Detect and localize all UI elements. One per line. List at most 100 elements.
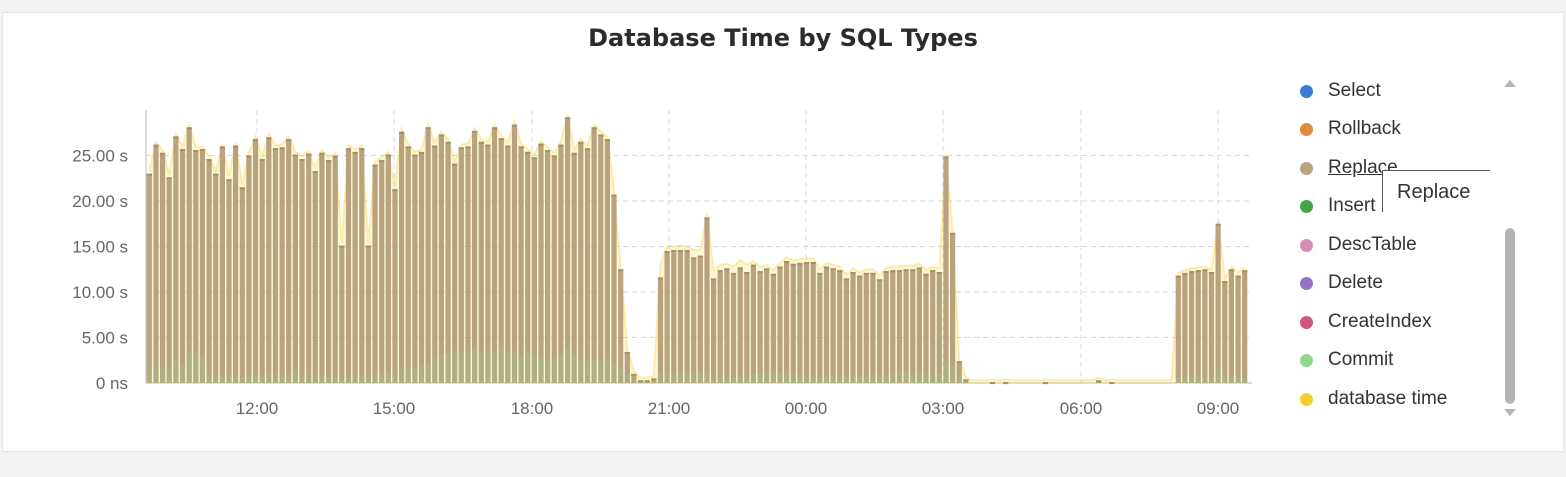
commit-bar bbox=[206, 374, 212, 383]
replace-bar bbox=[737, 267, 743, 383]
replace-bar-cap bbox=[803, 262, 810, 264]
commit-bar bbox=[717, 377, 723, 383]
replace-bar bbox=[365, 245, 371, 383]
replace-bar bbox=[339, 245, 345, 383]
legend-label: Select bbox=[1328, 80, 1381, 101]
replace-bar-cap bbox=[724, 268, 730, 271]
replace-bar-cap bbox=[910, 269, 916, 272]
legend-item-insert[interactable]: Insert bbox=[1300, 191, 1376, 221]
commit-bar bbox=[1215, 367, 1221, 383]
replace-bar-cap bbox=[923, 273, 929, 276]
replace-bar-cap bbox=[538, 143, 544, 146]
replace-bar-cap bbox=[465, 146, 471, 149]
commit-bar bbox=[312, 375, 318, 383]
commit-bar bbox=[857, 375, 863, 383]
replace-bar bbox=[425, 127, 431, 383]
replace-bar bbox=[392, 189, 398, 383]
commit-bar bbox=[458, 353, 464, 383]
replace-bar bbox=[604, 139, 610, 383]
commit-bar bbox=[883, 374, 889, 383]
replace-bar-cap bbox=[173, 136, 179, 139]
replace-bar-cap bbox=[810, 262, 816, 264]
replace-bar-cap bbox=[233, 145, 239, 148]
replace-bar bbox=[452, 163, 458, 383]
commit-bar bbox=[213, 375, 219, 383]
commit-bar bbox=[199, 355, 205, 383]
replace-bar-cap bbox=[272, 148, 279, 151]
replace-bar bbox=[618, 269, 624, 384]
commit-bar bbox=[837, 375, 843, 383]
replace-bar bbox=[266, 137, 272, 383]
replace-bar bbox=[345, 148, 352, 383]
replace-bar bbox=[399, 131, 405, 383]
replace-bar-cap bbox=[472, 130, 478, 133]
commit-bar bbox=[903, 371, 909, 383]
replace-bar bbox=[711, 278, 717, 383]
y-tick-label: 10.00 s bbox=[72, 283, 128, 302]
legend-item-delete[interactable]: Delete bbox=[1300, 268, 1383, 298]
commit-bar bbox=[498, 345, 504, 383]
replace-bar bbox=[1235, 275, 1241, 383]
database-time-line bbox=[148, 114, 1246, 382]
replace-bar bbox=[870, 272, 876, 383]
commit-bar bbox=[598, 361, 604, 383]
replace-bar bbox=[1208, 272, 1215, 383]
replace-bar bbox=[671, 250, 677, 383]
commit-bar bbox=[219, 376, 225, 383]
commit-bar bbox=[664, 373, 670, 383]
commit-bar bbox=[896, 371, 903, 383]
legend-label: database time bbox=[1328, 388, 1448, 409]
legend-tooltip: Replace bbox=[1382, 170, 1490, 212]
replace-bar-cap bbox=[193, 150, 199, 152]
replace-bar-cap bbox=[916, 267, 922, 270]
replace-bar bbox=[478, 141, 484, 383]
y-tick-label: 5.00 s bbox=[82, 329, 128, 348]
commit-bar bbox=[584, 360, 591, 384]
replace-bar-cap bbox=[571, 152, 577, 155]
legend-dot-icon bbox=[1300, 315, 1313, 329]
replace-bar bbox=[591, 127, 597, 383]
replace-bar-cap bbox=[491, 127, 498, 130]
replace-bar bbox=[306, 153, 312, 383]
replace-bar bbox=[405, 146, 411, 383]
replace-bar-cap bbox=[219, 146, 225, 149]
replace-bar-cap bbox=[438, 134, 444, 137]
x-tick-label: 21:00 bbox=[648, 399, 691, 418]
replace-bar-cap bbox=[1109, 382, 1115, 385]
replace-bar-cap bbox=[292, 154, 298, 157]
replace-bar-cap bbox=[326, 160, 332, 163]
replace-bar-cap bbox=[618, 269, 624, 272]
replace-bar-cap bbox=[930, 270, 936, 273]
commit-bar bbox=[518, 356, 524, 383]
legend-dot-icon bbox=[1300, 161, 1313, 175]
replace-bar-cap bbox=[339, 245, 345, 248]
legend-item-createindex[interactable]: CreateIndex bbox=[1300, 307, 1432, 337]
replace-bar bbox=[531, 157, 537, 383]
x-tick-label: 12:00 bbox=[236, 399, 279, 418]
replace-bar bbox=[146, 173, 152, 383]
commit-bar bbox=[936, 373, 942, 383]
replace-bar-cap bbox=[1182, 272, 1188, 275]
replace-bar bbox=[518, 146, 524, 383]
legend-scroll-up-icon[interactable] bbox=[1504, 80, 1516, 87]
commit-bar bbox=[286, 374, 292, 383]
legend-item-database-time[interactable]: database time bbox=[1300, 384, 1447, 412]
commit-bar bbox=[923, 374, 929, 383]
replace-bar-cap bbox=[545, 150, 551, 152]
legend-scrollbar[interactable] bbox=[1505, 228, 1515, 404]
legend-scroll-down-icon[interactable] bbox=[1504, 409, 1516, 416]
replace-bar-cap bbox=[797, 262, 803, 265]
replace-bar bbox=[1228, 269, 1234, 384]
replace-bar-cap bbox=[784, 261, 790, 264]
legend-item-desctable[interactable]: DescTable bbox=[1300, 230, 1417, 260]
legend-item-commit[interactable]: Commit bbox=[1300, 345, 1393, 375]
replace-bar bbox=[332, 155, 338, 383]
replace-bar-cap bbox=[843, 278, 849, 281]
replace-bar-cap bbox=[445, 141, 451, 144]
legend-item-select[interactable]: Select bbox=[1300, 76, 1381, 106]
legend-item-replace[interactable]: Replace bbox=[1300, 153, 1398, 183]
legend-dot-icon bbox=[1300, 199, 1313, 213]
replace-bar-cap bbox=[1202, 269, 1208, 272]
legend-item-rollback[interactable]: Rollback bbox=[1300, 114, 1401, 144]
replace-bar-cap bbox=[525, 151, 531, 154]
